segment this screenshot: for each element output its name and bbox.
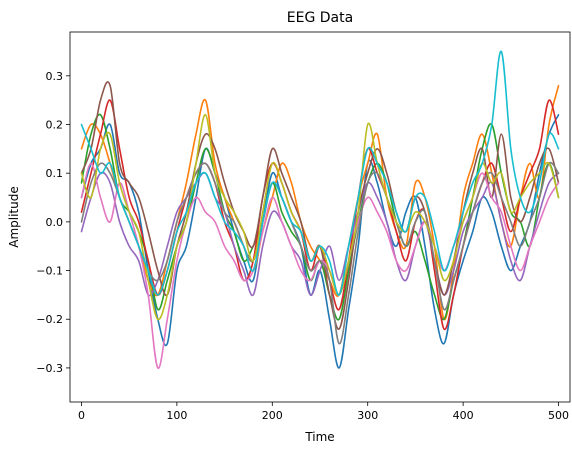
y-tick-label: 0.1: [46, 167, 64, 180]
y-tick-label: 0.2: [46, 119, 64, 132]
series-layer: [80, 50, 560, 369]
x-axis-label: Time: [304, 430, 334, 444]
series-line-5: [80, 171, 560, 297]
chart-title: EEG Data: [287, 10, 353, 26]
series-line-8: [80, 161, 560, 345]
x-tick-label: 200: [262, 409, 283, 422]
plot-frame: [69, 31, 571, 403]
x-tick-label: 100: [166, 409, 187, 422]
x-tick-label: 400: [453, 409, 474, 422]
x-axis-ticks: 0 100 200 300 400 500: [78, 402, 569, 422]
y-tick-label: −0.3: [36, 362, 63, 375]
x-tick-label: 0: [78, 409, 85, 422]
series-line-7: [80, 162, 560, 369]
y-tick-label: 0.0: [46, 216, 64, 229]
x-tick-label: 500: [548, 409, 569, 422]
y-axis-ticks: −0.3 −0.2 −0.1 0.0 0.1 0.2 0.3: [36, 70, 70, 375]
y-tick-label: 0.3: [46, 70, 64, 83]
y-tick-label: −0.1: [36, 265, 63, 278]
y-axis-label: Amplitude: [7, 186, 21, 248]
series-line-10: [80, 50, 560, 296]
y-tick-label: −0.2: [36, 313, 63, 326]
x-tick-label: 300: [357, 409, 378, 422]
series-line-1: [80, 114, 560, 369]
